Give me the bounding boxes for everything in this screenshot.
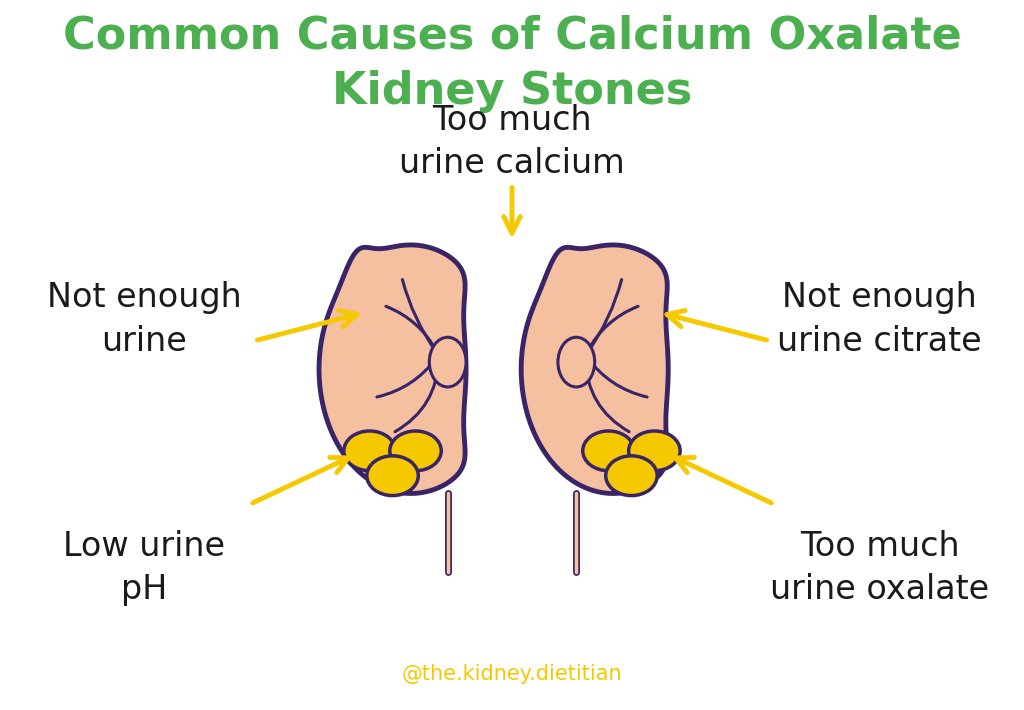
Circle shape (583, 431, 634, 471)
Circle shape (344, 431, 395, 471)
Text: Not enough
urine: Not enough urine (47, 281, 242, 358)
Circle shape (606, 456, 657, 496)
Circle shape (629, 431, 680, 471)
Text: Not enough
urine citrate: Not enough urine citrate (777, 281, 982, 358)
Text: Low urine
pH: Low urine pH (63, 530, 225, 606)
Text: Common Causes of Calcium Oxalate
Kidney Stones: Common Causes of Calcium Oxalate Kidney … (62, 15, 962, 113)
Ellipse shape (558, 337, 595, 387)
Text: Too much
urine calcium: Too much urine calcium (399, 104, 625, 180)
Circle shape (367, 456, 418, 496)
Circle shape (390, 431, 441, 471)
Polygon shape (319, 245, 466, 493)
Ellipse shape (429, 337, 466, 387)
Text: @the.kidney.dietitian: @the.kidney.dietitian (401, 665, 623, 684)
Polygon shape (521, 245, 669, 493)
Text: Too much
urine oxalate: Too much urine oxalate (770, 530, 989, 606)
